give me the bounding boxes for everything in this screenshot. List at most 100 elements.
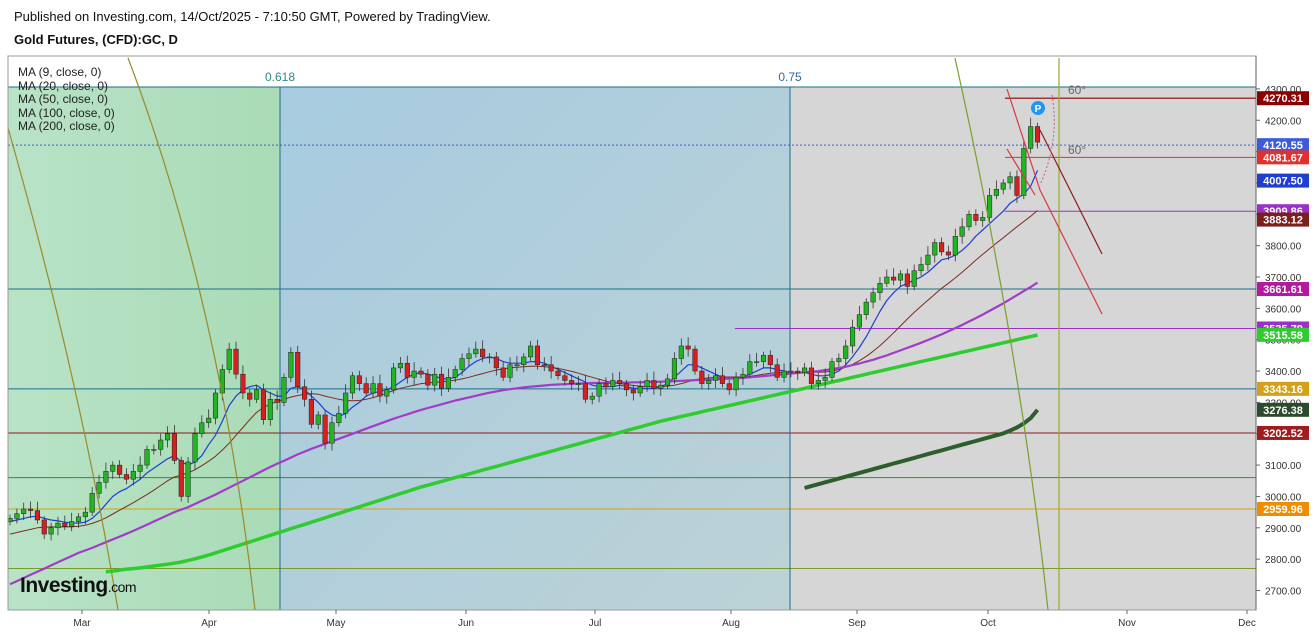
candle: [822, 377, 828, 381]
candle: [473, 348, 479, 355]
candle: [685, 345, 691, 350]
candle: [877, 283, 883, 293]
candle: [644, 380, 650, 387]
candle: [678, 345, 684, 359]
ma-legend-item[interactable]: MA (50, close, 0): [18, 92, 109, 107]
price-marker-bg: [1257, 138, 1309, 153]
candle: [267, 399, 273, 420]
price-marker-bg: [1257, 327, 1309, 342]
gann-arc: [7, 127, 119, 611]
candle: [137, 464, 143, 472]
candle: [165, 433, 171, 441]
ma-legend-item[interactable]: MA (20, close, 0): [18, 78, 109, 93]
price-marker[interactable]: 2959.96: [1257, 502, 1309, 517]
ma-legend-item[interactable]: MA (200, close, 0): [18, 119, 115, 134]
angle-label: 60°: [1068, 83, 1086, 97]
y-tick-label: 4300.00: [1265, 85, 1302, 96]
candle: [651, 380, 657, 389]
candle: [89, 493, 95, 513]
price-marker[interactable]: 3276.38: [1257, 402, 1309, 417]
price-marker-bg: [1257, 502, 1309, 517]
candle: [144, 449, 150, 466]
price-marker-label: 3661.61: [1263, 284, 1303, 296]
candle: [322, 414, 328, 444]
candle: [891, 276, 897, 281]
candle: [665, 378, 671, 386]
candle: [260, 389, 266, 420]
candle: [589, 395, 595, 400]
price-marker-label: 4081.67: [1263, 152, 1303, 164]
candle: [528, 345, 534, 358]
candle: [980, 217, 986, 221]
candle: [356, 375, 362, 384]
candle: [295, 351, 301, 387]
candle: [911, 270, 917, 287]
x-tick-label: Mar: [73, 618, 91, 629]
candle: [418, 370, 424, 375]
price-marker-label: 3343.16: [1263, 384, 1303, 396]
candle: [397, 362, 403, 369]
candle: [480, 348, 486, 358]
price-marker[interactable]: 4081.67: [1257, 150, 1309, 165]
candle: [349, 375, 356, 394]
gann-arc: [127, 57, 256, 611]
candle: [233, 348, 239, 375]
candle: [945, 251, 952, 256]
fib-label: 0.75: [778, 70, 802, 84]
x-tick-label: Dec: [1238, 618, 1256, 629]
candle: [41, 519, 47, 535]
candle: [75, 516, 82, 522]
candle: [555, 370, 561, 377]
candle: [932, 242, 938, 256]
p-marker-icon[interactable]: [1031, 101, 1045, 115]
candle: [514, 364, 520, 367]
ma-line: [804, 408, 1040, 490]
candle: [562, 375, 568, 381]
published-info: Published on Investing.com, 14/Oct/2025 …: [14, 9, 491, 24]
candle: [500, 367, 506, 378]
candle: [733, 377, 739, 391]
symbol-title: Gold Futures, (CFD):GC, D: [14, 32, 178, 47]
price-marker[interactable]: 3343.16: [1257, 381, 1309, 396]
candle: [1014, 176, 1020, 196]
candle: [863, 301, 869, 315]
price-marker-label: 3883.12: [1263, 215, 1303, 227]
candle: [302, 386, 308, 400]
candle: [630, 389, 636, 394]
price-marker[interactable]: 3202.52: [1257, 425, 1309, 440]
price-marker[interactable]: 3515.58: [1257, 327, 1309, 342]
ma-legend-item[interactable]: MA (9, close, 0): [18, 65, 102, 79]
price-marker[interactable]: 4120.55: [1257, 138, 1309, 153]
candle: [21, 508, 27, 514]
price-marker-bg: [1257, 381, 1309, 396]
candle: [240, 373, 246, 394]
p-marker-label: P: [1035, 104, 1042, 115]
x-tick-label: Apr: [201, 618, 217, 629]
y-tick-label: 3800.00: [1265, 242, 1302, 253]
price-marker[interactable]: 3883.12: [1257, 212, 1309, 227]
price-marker[interactable]: 3661.61: [1257, 282, 1309, 297]
price-marker-bg: [1257, 173, 1309, 188]
candle: [28, 508, 34, 511]
candle: [117, 464, 123, 475]
candle: [966, 214, 972, 228]
x-tick-label: May: [327, 618, 346, 629]
candle: [432, 373, 438, 386]
candle: [343, 392, 349, 414]
candle: [329, 422, 335, 444]
y-tick-label: 3100.00: [1265, 461, 1302, 472]
candle: [103, 471, 109, 483]
candle: [582, 383, 588, 400]
price-marker[interactable]: 4270.31: [1257, 91, 1309, 106]
candle: [493, 356, 499, 369]
candle: [34, 510, 40, 521]
ma-legend-item[interactable]: MA (100, close, 0): [18, 105, 115, 120]
candle: [850, 326, 856, 347]
candle: [658, 384, 664, 389]
candle: [171, 433, 177, 461]
candle: [391, 367, 397, 391]
price-marker[interactable]: 4007.50: [1257, 173, 1309, 188]
candle: [993, 188, 999, 196]
candle: [603, 383, 609, 387]
